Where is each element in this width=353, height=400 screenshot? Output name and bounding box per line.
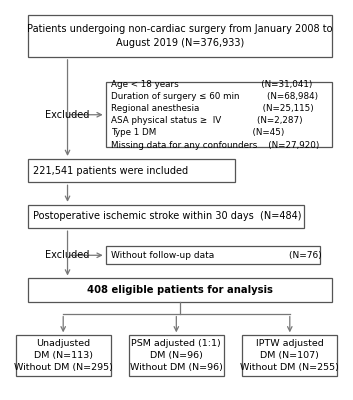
FancyBboxPatch shape <box>16 335 111 376</box>
Text: Excluded: Excluded <box>45 110 90 120</box>
Text: Age < 18 years                              (N=31,041)
Duration of surgery ≤ 60 : Age < 18 years (N=31,041) Duration of su… <box>111 80 319 150</box>
FancyBboxPatch shape <box>28 159 235 182</box>
Text: Postoperative ischemic stroke within 30 days  (N=484): Postoperative ischemic stroke within 30 … <box>33 212 301 222</box>
FancyBboxPatch shape <box>106 246 320 264</box>
Text: Without follow-up data                          (N=76): Without follow-up data (N=76) <box>111 251 322 260</box>
FancyBboxPatch shape <box>242 335 337 376</box>
Text: Unadjusted
DM (N=113)
Without DM (N=295): Unadjusted DM (N=113) Without DM (N=295) <box>14 339 113 372</box>
Text: IPTW adjusted
DM (N=107)
Without DM (N=255): IPTW adjusted DM (N=107) Without DM (N=2… <box>240 339 339 372</box>
FancyBboxPatch shape <box>129 335 224 376</box>
FancyBboxPatch shape <box>106 82 332 147</box>
Text: 408 eligible patients for analysis: 408 eligible patients for analysis <box>87 285 273 295</box>
Text: 221,541 patients were included: 221,541 patients were included <box>33 166 188 176</box>
Text: Patients undergoing non-cardiac surgery from January 2008 to
August 2019 (N=376,: Patients undergoing non-cardiac surgery … <box>27 24 333 48</box>
FancyBboxPatch shape <box>28 14 332 57</box>
FancyBboxPatch shape <box>28 205 305 228</box>
Text: Excluded: Excluded <box>45 250 90 260</box>
FancyBboxPatch shape <box>28 278 332 302</box>
Text: PSM adjusted (1:1)
DM (N=96)
Without DM (N=96): PSM adjusted (1:1) DM (N=96) Without DM … <box>130 339 223 372</box>
